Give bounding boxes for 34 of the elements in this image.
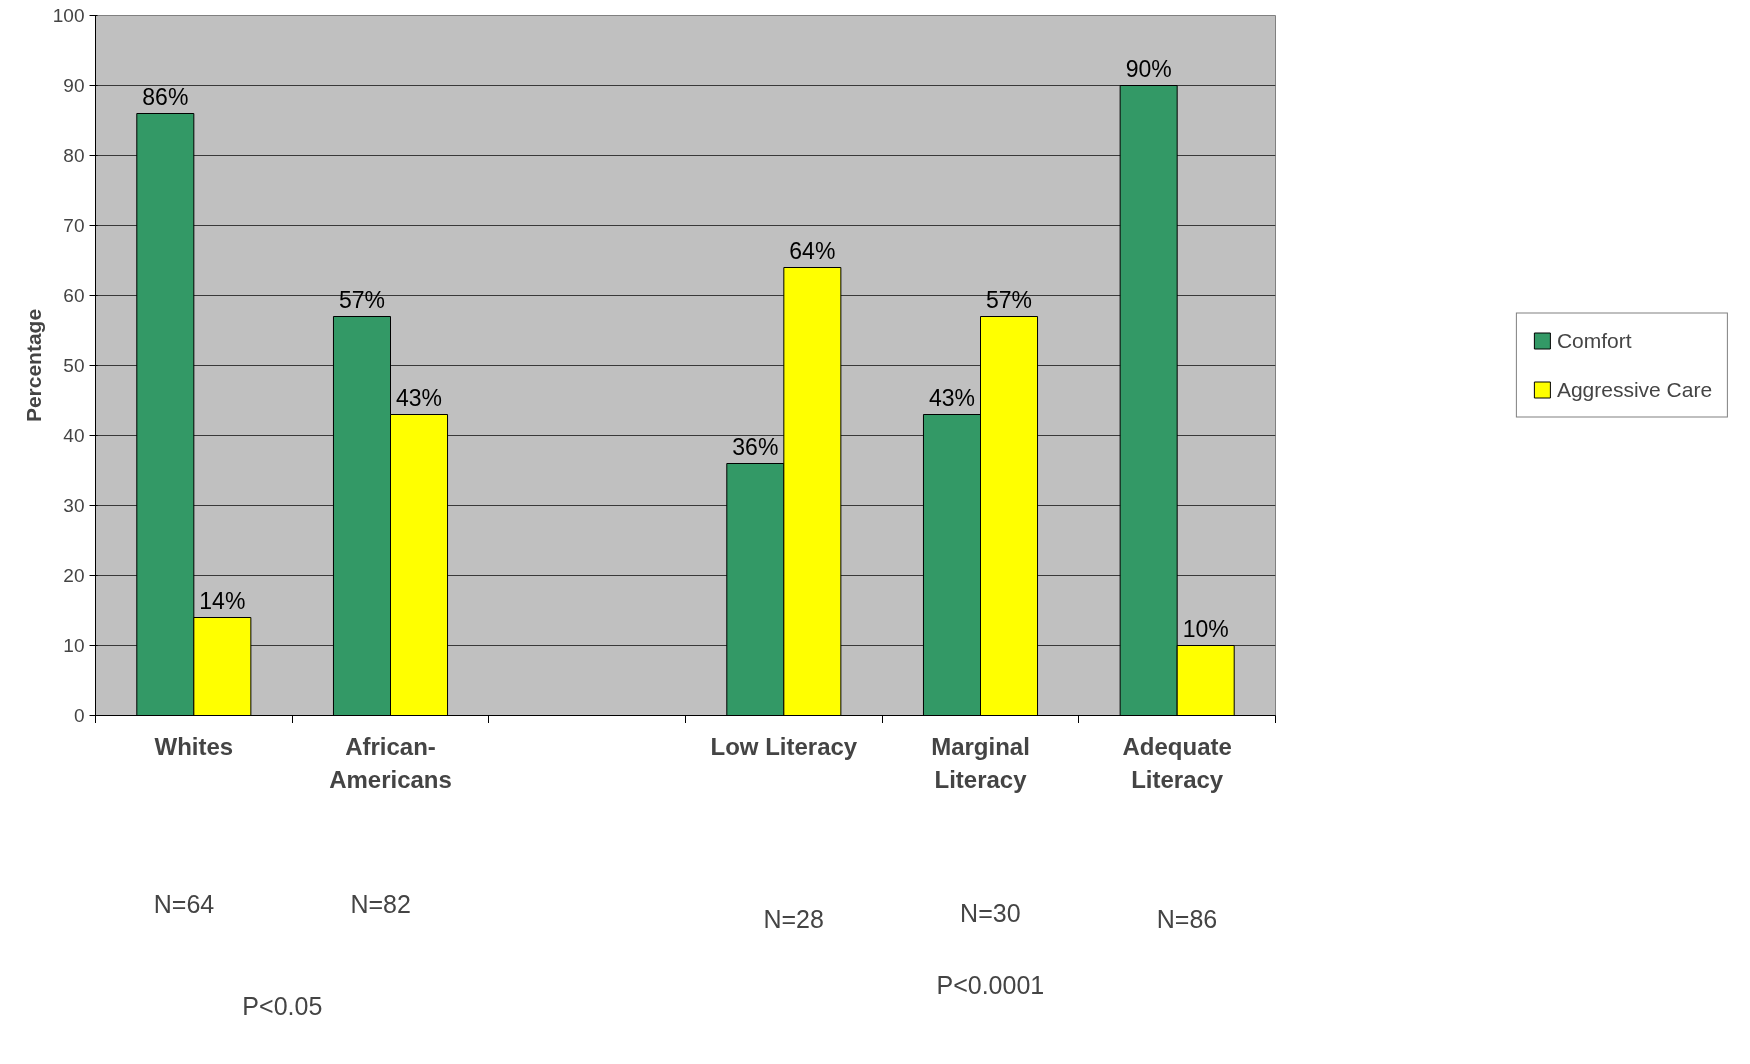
y-tick-label: 10 — [63, 635, 85, 656]
data-label: 64% — [789, 237, 836, 264]
legend-label: Comfort — [1556, 328, 1632, 353]
x-tick-label: Adequate Literacy — [1122, 732, 1232, 794]
data-label: 14% — [199, 587, 246, 614]
y-axis-title: Percentage — [21, 308, 45, 423]
y-tick-label: 100 — [52, 5, 85, 26]
data-label: 43% — [396, 384, 443, 411]
text: N=30 — [960, 898, 1021, 927]
x-tick-label: Whites — [154, 732, 234, 760]
y-tick-label: 60 — [63, 285, 85, 306]
y-tick-label: 50 — [63, 355, 85, 376]
data-label: 10% — [1182, 615, 1229, 642]
text: N=86 — [1156, 904, 1218, 933]
y-tick-label: 80 — [63, 145, 85, 166]
x-tick-label: African- Americans — [329, 732, 452, 794]
x-tick-label: Marginal Literacy — [931, 732, 1030, 794]
text: N=28 — [763, 904, 824, 933]
y-tick-label: 30 — [63, 495, 85, 516]
data-label: 43% — [928, 384, 976, 411]
data-label: 86% — [142, 83, 189, 110]
text: P<0.05 — [242, 991, 323, 1020]
x-tick-label: Low Literacy — [710, 732, 858, 760]
y-tick-label: 0 — [73, 705, 85, 726]
data-label: 90% — [1125, 55, 1172, 82]
text: P<0.0001 — [936, 970, 1045, 999]
text: N=64 — [153, 889, 215, 918]
y-tick-label: 40 — [63, 425, 85, 446]
data-label: 36% — [732, 433, 779, 460]
text: N=82 — [350, 889, 411, 918]
y-tick-label: 90 — [63, 75, 85, 96]
y-tick-label: 70 — [63, 215, 85, 236]
legend-label: Aggressive Care — [1556, 377, 1713, 402]
y-tick-label: 20 — [63, 565, 85, 586]
